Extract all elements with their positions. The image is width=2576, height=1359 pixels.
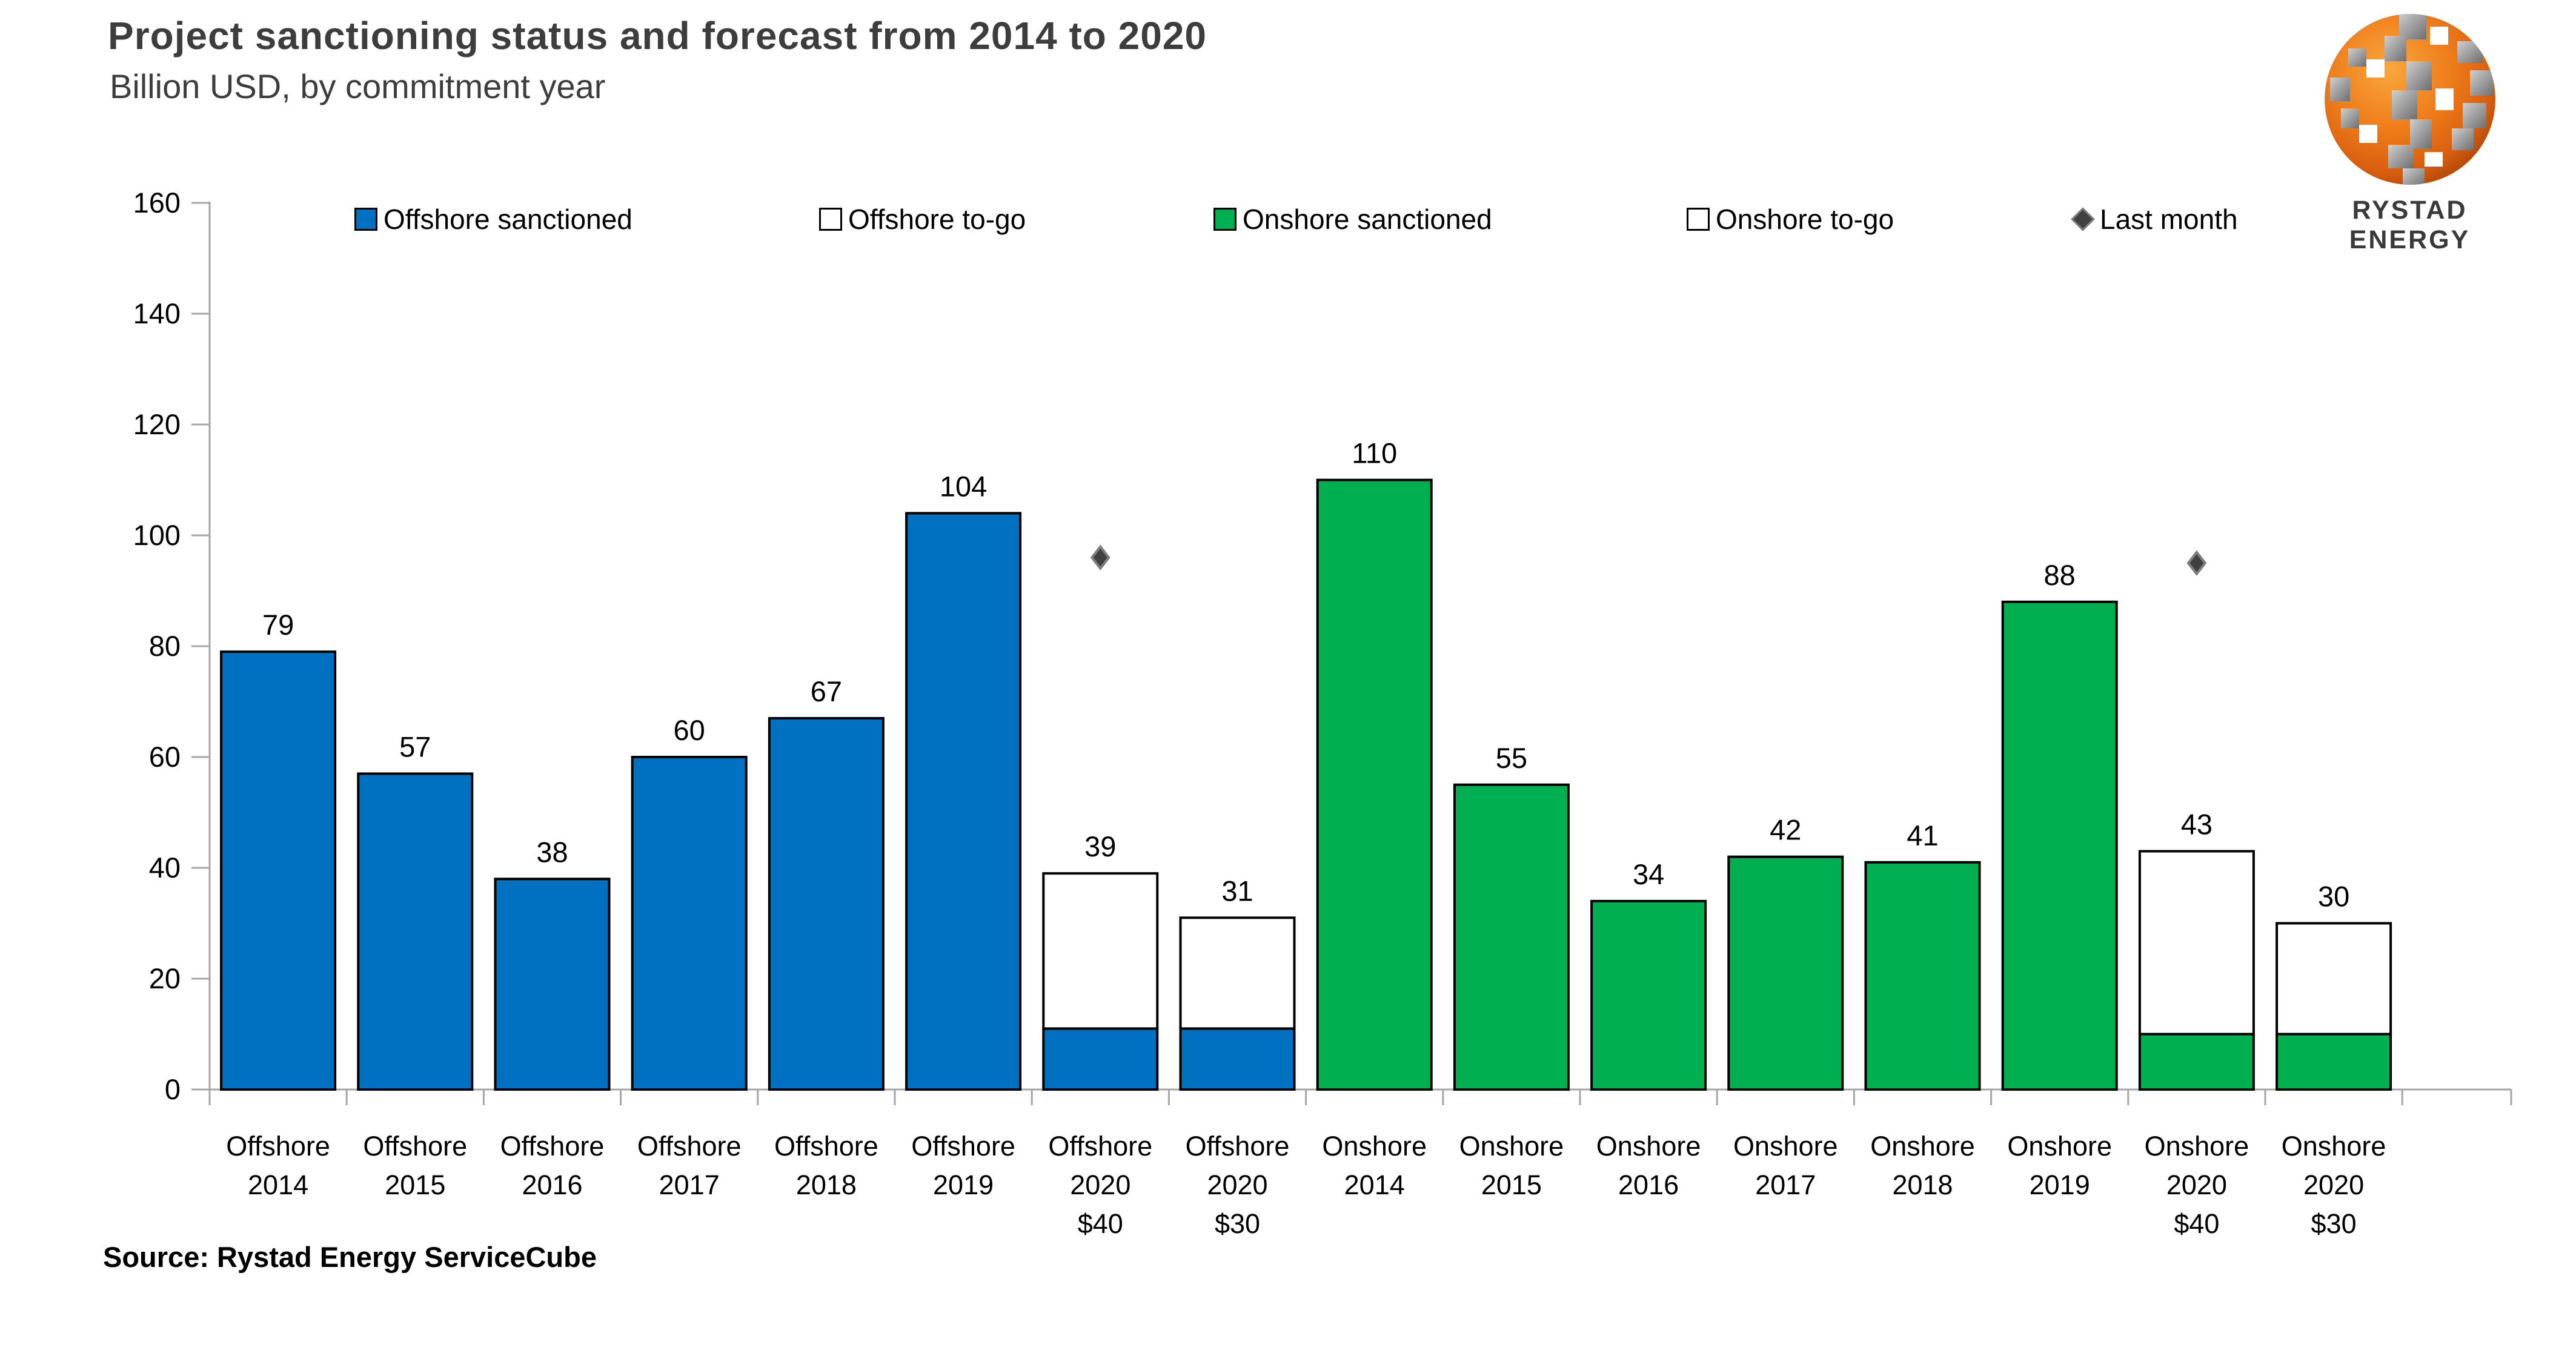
bar-value-label-offshore-2015: 57 [399, 730, 431, 762]
x-category-label-onshore-2019: Onshore 2019 [2007, 1131, 2112, 1200]
y-tick-label-120: 120 [133, 408, 181, 440]
x-category-label-onshore-2014: Onshore 2014 [1322, 1131, 1427, 1200]
legend-item-offshore-togo: Offshore to-go [819, 203, 1026, 235]
bar-value-label-onshore-2016: 34 [1633, 858, 1664, 890]
x-category-label-onshore-2020-30: Onshore 2020 $30 [2282, 1131, 2386, 1239]
x-category-label-offshore-2019: Offshore 2019 [911, 1131, 1015, 1200]
page-title: Project sanctioning status and forecast … [108, 14, 1207, 58]
x-category-label-offshore-2015: Offshore 2015 [363, 1131, 467, 1200]
bar-value-label-onshore-2015: 55 [1496, 742, 1527, 774]
rystad-logo: RYSTAD ENERGY [2290, 8, 2529, 255]
bar-segment-onshore-2020-30-onshore-sanctioned [2276, 1033, 2392, 1091]
offshore-sanctioned-swatch-icon [354, 208, 377, 231]
bar-segment-offshore-2020-30-offshore-sanctioned [1179, 1027, 1296, 1091]
bar-segment-offshore-2020-40-offshore-sanctioned [1042, 1027, 1159, 1091]
x-category-label-onshore-2017: Onshore 2017 [1733, 1131, 1838, 1200]
bar-segment-onshore-2015-onshore-sanctioned [1453, 783, 1570, 1091]
x-category-label-offshore-2020-30: Offshore 2020 $30 [1186, 1131, 1290, 1239]
bar-segment-onshore-2020-40-onshore-to-go [2138, 850, 2255, 1036]
bar-segment-onshore-2018-onshore-sanctioned [1864, 861, 1981, 1091]
bar-value-label-offshore-2020-40: 39 [1084, 830, 1116, 862]
rystad-logo-globe [2324, 14, 2495, 185]
y-tick-label-60: 60 [149, 741, 181, 773]
x-category-label-offshore-2014: Offshore 2014 [226, 1131, 330, 1200]
y-tick-label-20: 20 [149, 962, 181, 994]
source-note: Source: Rystad Energy ServiceCube [103, 1241, 597, 1273]
onshore-sanctioned-swatch-icon [1213, 208, 1237, 231]
bar-segment-onshore-2020-30-onshore-to-go [2276, 922, 2392, 1036]
bar-value-label-onshore-2020-30: 30 [2318, 881, 2349, 913]
bar-value-label-offshore-2019: 104 [940, 470, 987, 502]
legend-label: Onshore sanctioned [1243, 203, 1492, 235]
y-tick-label-0: 0 [165, 1073, 181, 1105]
bar-segment-onshore-2014-onshore-sanctioned [1316, 478, 1433, 1091]
y-tick-label-100: 100 [133, 519, 181, 551]
bar-value-label-onshore-2017: 42 [1770, 814, 1801, 846]
bar-segment-onshore-2016-onshore-sanctioned [1590, 899, 1707, 1091]
x-category-label-offshore-2016: Offshore 2016 [500, 1131, 605, 1200]
x-category-label-offshore-2020-40: Offshore 2020 $40 [1048, 1131, 1152, 1239]
bar-segment-offshore-2019-offshore-sanctioned [905, 512, 1022, 1091]
bar-segment-onshore-2020-40-onshore-sanctioned [2138, 1033, 2255, 1091]
x-category-label-offshore-2017: Offshore 2017 [637, 1131, 742, 1200]
bar-value-label-onshore-2014: 110 [1352, 437, 1397, 469]
bar-segment-onshore-2019-onshore-sanctioned [2001, 600, 2118, 1091]
bar-value-label-offshore-2017: 60 [674, 714, 705, 746]
rystad-logo-text: RYSTAD ENERGY [2349, 196, 2471, 254]
x-category-label-onshore-2016: Onshore 2016 [1596, 1131, 1701, 1200]
y-tick-label-40: 40 [149, 851, 181, 884]
bar-value-label-offshore-2020-30: 31 [1221, 875, 1253, 907]
x-category-label-onshore-2020-40: Onshore 2020 $40 [2145, 1131, 2249, 1239]
last-month-marker-offshore-2020-40 [1090, 544, 1110, 570]
bar-value-label-onshore-2020-40: 43 [2181, 808, 2213, 841]
bar-segment-offshore-2020-40-offshore-to-go [1042, 872, 1159, 1030]
bar-value-label-offshore-2018: 67 [811, 675, 842, 707]
bar-segment-offshore-2018-offshore-sanctioned [768, 716, 885, 1091]
y-tick-label-140: 140 [133, 297, 181, 329]
x-category-label-onshore-2018: Onshore 2018 [1870, 1131, 1975, 1200]
bar-value-label-offshore-2016: 38 [536, 836, 568, 868]
bar-segment-offshore-2014-offshore-sanctioned [220, 650, 337, 1091]
bar-segment-offshore-2017-offshore-sanctioned [631, 756, 748, 1091]
bar-segment-offshore-2020-30-offshore-to-go [1179, 916, 1296, 1030]
bar-value-label-onshore-2018: 41 [1907, 819, 1938, 851]
bar-segment-offshore-2016-offshore-sanctioned [494, 878, 611, 1091]
legend-label: Onshore to-go [1716, 203, 1894, 235]
last-month-diamond-icon [2071, 207, 2095, 231]
y-tick-label-160: 160 [133, 187, 181, 219]
legend-label: Offshore sanctioned [383, 203, 632, 235]
x-category-label-offshore-2018: Offshore 2018 [774, 1131, 878, 1200]
page-subtitle: Billion USD, by commitment year [110, 67, 606, 105]
bar-segment-offshore-2015-offshore-sanctioned [357, 772, 474, 1091]
legend-item-onshore-togo: Onshore to-go [1687, 203, 1894, 235]
bar-value-label-onshore-2019: 88 [2044, 559, 2076, 591]
y-tick-label-80: 80 [149, 630, 181, 662]
legend-item-onshore-sanctioned: Onshore sanctioned [1213, 203, 1492, 235]
legend-label: Last month [2100, 203, 2238, 235]
legend-label: Offshore to-go [848, 203, 1026, 235]
last-month-marker-onshore-2020-40 [2186, 550, 2207, 577]
offshore-togo-swatch-icon [819, 208, 842, 231]
x-category-label-onshore-2015: Onshore 2015 [1459, 1131, 1564, 1200]
onshore-togo-swatch-icon [1687, 208, 1710, 231]
legend-item-offshore-sanctioned: Offshore sanctioned [354, 203, 632, 235]
legend-item-last-month: Last month [2071, 203, 2238, 235]
bar-segment-onshore-2017-onshore-sanctioned [1727, 855, 1844, 1091]
bar-value-label-offshore-2014: 79 [262, 609, 294, 641]
